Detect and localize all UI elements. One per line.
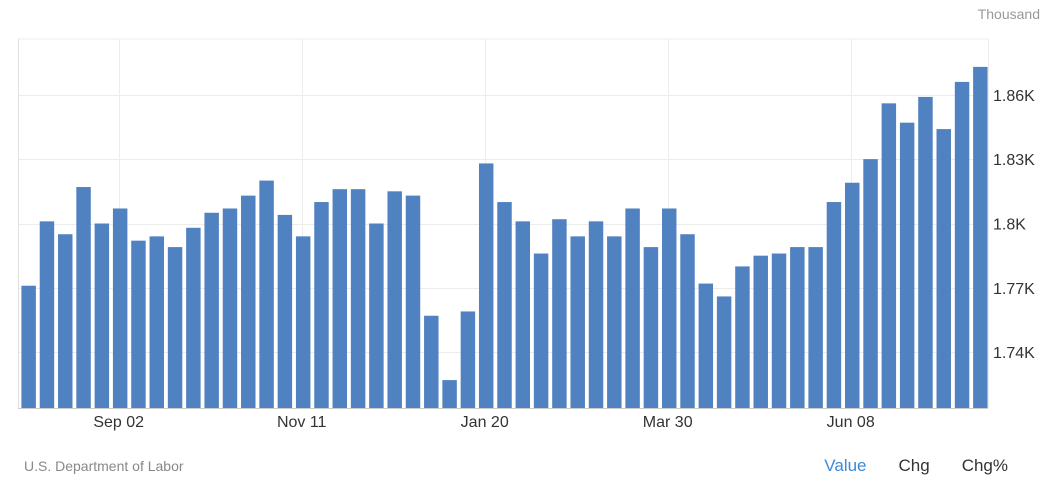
bar — [552, 219, 567, 408]
x-axis-labels: Sep 02 Nov 11 Jan 20 Mar 30 Jun 08 — [93, 414, 874, 431]
bar — [515, 221, 531, 408]
bar — [387, 191, 402, 408]
bar — [607, 236, 622, 408]
unit-label: Thousand — [977, 6, 1040, 22]
bar — [76, 187, 91, 408]
x-tick-label: Sep 02 — [93, 414, 144, 431]
x-tick-label: Jun 08 — [827, 414, 875, 431]
bar — [478, 163, 494, 408]
bar — [625, 208, 640, 408]
bar-chart: 1.74K 1.77K 1.8K 1.83K 1.86K Sep 02 Nov 11 Jan… — [18, 38, 1035, 431]
bar — [405, 195, 421, 408]
bar — [204, 212, 219, 408]
bar — [424, 315, 439, 408]
bar — [716, 296, 732, 408]
bar — [771, 253, 787, 408]
bar — [570, 236, 585, 408]
bar — [954, 81, 970, 408]
bar — [350, 189, 366, 408]
bar — [753, 255, 768, 408]
bars — [21, 66, 988, 409]
bar — [149, 236, 164, 408]
bar — [936, 129, 951, 408]
y-axis-labels: 1.74K 1.77K 1.8K 1.83K 1.86K — [993, 88, 1035, 362]
bar — [790, 247, 805, 408]
x-tick-label: Jan 20 — [461, 414, 509, 431]
bar — [973, 66, 988, 408]
y-tick-label: 1.8K — [993, 217, 1026, 234]
bar — [39, 221, 55, 408]
tab-chg-percent[interactable]: Chg% — [961, 456, 1008, 475]
bar — [112, 208, 128, 408]
bar — [680, 234, 695, 408]
bar — [533, 253, 549, 408]
y-tick-label: 1.83K — [993, 152, 1035, 169]
tab-chg[interactable]: Chg — [898, 456, 930, 475]
bar — [277, 214, 293, 408]
y-tick-label: 1.74K — [993, 345, 1035, 362]
bar — [58, 234, 73, 408]
bar — [863, 159, 878, 408]
bar — [918, 96, 933, 409]
bar — [295, 236, 311, 408]
bar — [643, 247, 659, 408]
bar — [222, 208, 238, 408]
source-label: U.S. Department of Labor — [24, 458, 184, 474]
bar — [131, 240, 146, 408]
bar — [735, 266, 750, 408]
x-tick-label: Mar 30 — [643, 414, 693, 431]
y-tick-label: 1.86K — [993, 88, 1035, 105]
bar — [808, 247, 823, 408]
bar — [881, 103, 897, 409]
bar — [241, 195, 256, 408]
bar — [698, 283, 714, 408]
bar — [845, 182, 860, 408]
y-tick-label: 1.77K — [993, 281, 1035, 298]
bar — [21, 285, 36, 408]
bar — [661, 208, 677, 408]
bar — [94, 223, 110, 408]
bar — [186, 227, 201, 408]
bar — [588, 221, 604, 408]
bar — [826, 202, 842, 408]
bar — [497, 202, 512, 408]
bar — [369, 223, 384, 408]
bar — [259, 180, 274, 408]
bar — [442, 380, 457, 408]
x-tick-label: Nov 11 — [277, 414, 327, 431]
bar — [314, 202, 329, 408]
axes — [18, 39, 988, 409]
view-tabs: Value Chg Chg% — [824, 456, 1008, 476]
tab-value[interactable]: Value — [824, 456, 867, 475]
bar — [899, 122, 915, 409]
bar — [460, 311, 476, 408]
bar — [332, 189, 348, 408]
bar — [167, 247, 183, 408]
